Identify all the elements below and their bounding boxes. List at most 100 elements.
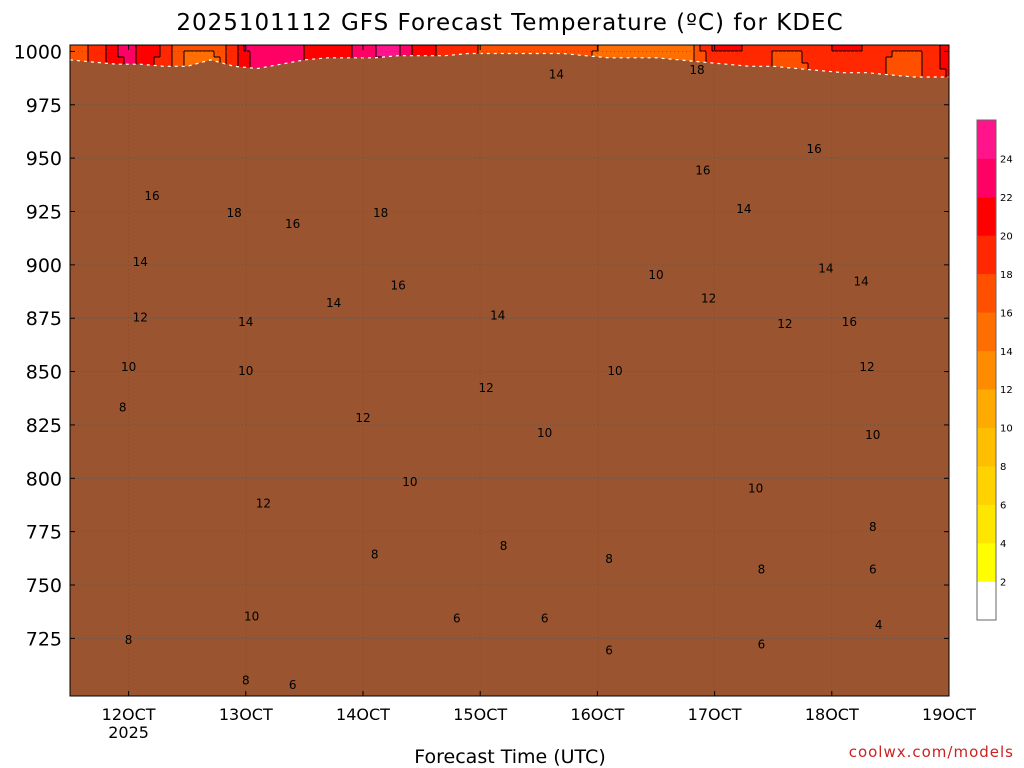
temperature-cell [784, 63, 791, 70]
temperature-cell [340, 45, 347, 52]
temperature-cell [766, 45, 773, 52]
temperature-cell [856, 63, 863, 70]
temperature-cell [328, 51, 335, 58]
temperature-cell [574, 45, 581, 52]
temperature-cell [760, 45, 767, 52]
temperature-cell [592, 51, 599, 58]
temperature-cell [874, 63, 881, 70]
temperature-cell [214, 57, 221, 64]
temperature-cell [106, 57, 113, 64]
temperature-cell [112, 45, 119, 52]
temperature-cell [394, 51, 401, 58]
temperature-cell [148, 57, 155, 64]
temperature-cell [844, 51, 851, 58]
temperature-cell [244, 57, 251, 64]
temperature-cell [898, 45, 905, 52]
temperature-cell [940, 69, 947, 76]
temperature-cell [142, 57, 149, 64]
temperature-cell [328, 45, 335, 52]
temperature-cell [76, 51, 83, 58]
temperature-cell [718, 57, 725, 64]
temperature-cell [838, 45, 845, 52]
temperature-cell [760, 57, 767, 64]
temperature-cell [424, 51, 431, 58]
temperature-cell [364, 45, 371, 52]
temperature-cell [148, 51, 155, 58]
temperature-cell [130, 57, 137, 64]
temperature-cell [934, 57, 941, 64]
temperature-cell [334, 45, 341, 52]
temperature-cell [358, 51, 365, 58]
temperature-cell [682, 51, 689, 58]
temperature-cell [238, 51, 245, 58]
temperature-cell [898, 57, 905, 64]
temperature-cell [814, 57, 821, 64]
temperature-cell [346, 45, 353, 52]
temperature-cell [670, 51, 677, 58]
temperature-cell [826, 63, 833, 70]
temperature-cell [856, 51, 863, 58]
temperature-cell [166, 51, 173, 58]
temperature-cell [892, 45, 899, 52]
temperature-cell [778, 57, 785, 64]
temperature-cell [868, 57, 875, 64]
temperature-cell [910, 69, 917, 76]
temperature-cell [232, 63, 239, 70]
temperature-cell [766, 57, 773, 64]
temperature-cell [808, 63, 815, 70]
temperature-cell [910, 63, 917, 70]
temperature-cell [748, 57, 755, 64]
temperature-cell [748, 45, 755, 52]
temperature-cell [214, 51, 221, 58]
temperature-cell [712, 57, 719, 64]
temperature-cell [820, 51, 827, 58]
temperature-cell [616, 45, 623, 52]
temperature-cell [214, 45, 221, 52]
temperature-cell [766, 51, 773, 58]
temperature-cell [298, 57, 305, 64]
temperature-cell [478, 45, 485, 52]
temperature-cell [190, 45, 197, 52]
temperature-cell [610, 45, 617, 52]
temperature-cell [838, 69, 845, 76]
temperature-cell [106, 45, 113, 52]
temperature-cell [664, 51, 671, 58]
temperature-cell [172, 51, 179, 58]
temperature-cell [646, 51, 653, 58]
temperature-cell [862, 57, 869, 64]
temperature-cell [514, 45, 521, 52]
temperature-cell [868, 63, 875, 70]
temperature-cell [388, 45, 395, 52]
temperature-cell [844, 63, 851, 70]
temperature-cell [820, 57, 827, 64]
temperature-cell [268, 45, 275, 52]
temperature-cell [172, 57, 179, 64]
temperature-cell [466, 45, 473, 52]
temperature-cell [580, 51, 587, 58]
temperature-cell [262, 63, 269, 70]
temperature-cell [88, 57, 95, 64]
temperature-cell [790, 57, 797, 64]
temperature-cell [760, 51, 767, 58]
temperature-cell [184, 51, 191, 58]
temperature-cell [874, 45, 881, 52]
temperature-cell [742, 45, 749, 52]
temperature-cell [304, 45, 311, 52]
temperature-cell [508, 45, 515, 52]
temperature-cell [736, 51, 743, 58]
temperature-cell [232, 57, 239, 64]
temperature-cell [826, 51, 833, 58]
temperature-cell [190, 57, 197, 64]
temperature-cell [934, 63, 941, 70]
temperature-cell [940, 57, 947, 64]
temperature-cell [598, 45, 605, 52]
temperature-cell [628, 51, 635, 58]
temperature-cell [832, 57, 839, 64]
temperature-cell [232, 51, 239, 58]
temperature-cell [850, 57, 857, 64]
temperature-cell [910, 57, 917, 64]
temperature-cell [556, 45, 563, 52]
temperature-cell [106, 51, 113, 58]
temperature-cell [796, 57, 803, 64]
temperature-cell [160, 57, 167, 64]
